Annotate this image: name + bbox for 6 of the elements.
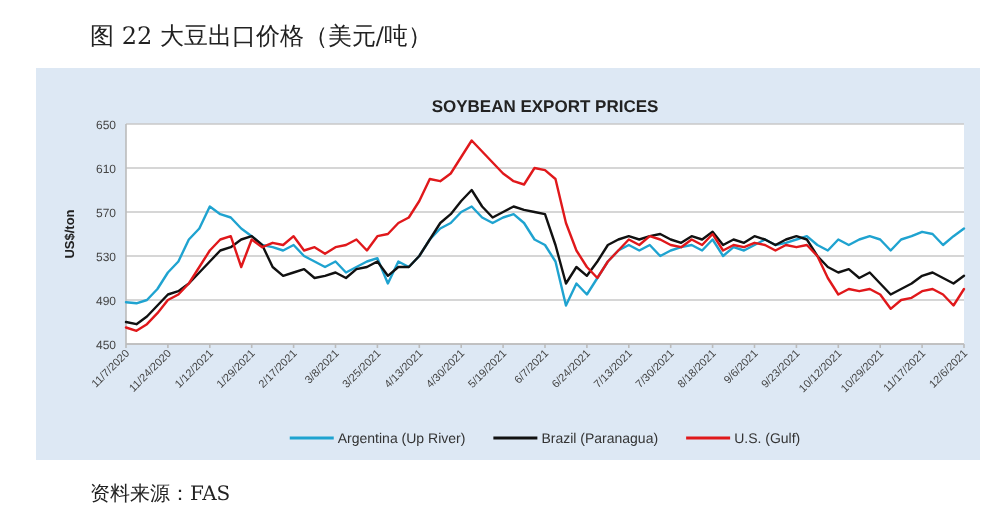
chart-title: 图 22 大豆出口价格（美元/吨）: [90, 22, 432, 50]
line-series: [124, 188, 966, 326]
line-series: [124, 205, 966, 307]
line-series: [124, 139, 966, 332]
chart-subtitle: SOYBEAN EXPORT PRICES: [431, 96, 660, 116]
text: 资料来源：FAS: [90, 482, 231, 506]
